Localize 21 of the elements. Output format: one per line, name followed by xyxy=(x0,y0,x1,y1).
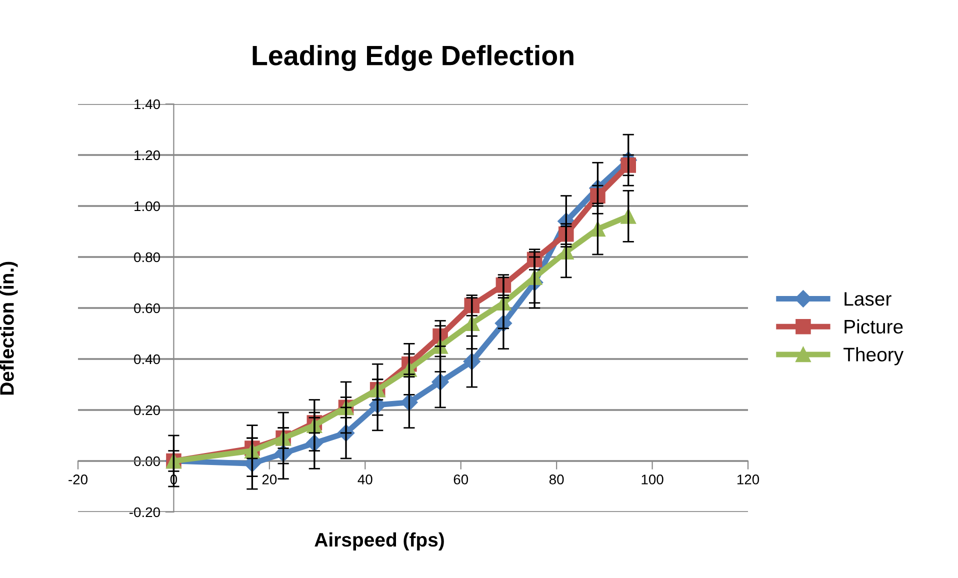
x-tick-label: 40 xyxy=(358,474,372,484)
y-tick-label: 0.20 xyxy=(134,405,160,416)
x-axis-title: Airspeed (fps) xyxy=(314,532,444,551)
x-tick-label: 100 xyxy=(642,474,664,484)
x-tick-label: -20 xyxy=(68,474,88,484)
y-tick-label: 0.40 xyxy=(134,354,160,364)
x-tick-label: 80 xyxy=(549,474,564,484)
x-tick-label: 20 xyxy=(262,474,277,484)
x-tick-label: 120 xyxy=(737,474,760,484)
y-tick-label: -0.20 xyxy=(129,507,160,518)
legend-label: Picture xyxy=(844,319,903,334)
y-tick-label: 1.20 xyxy=(134,150,160,160)
legend-label: Laser xyxy=(844,292,892,306)
y-tick-label: 1.40 xyxy=(134,99,160,110)
y-tick-label: 1.00 xyxy=(134,201,160,212)
x-tick-label: 60 xyxy=(454,474,468,484)
y-tick-label: 0.80 xyxy=(134,252,160,262)
legend-label: Theory xyxy=(844,347,904,366)
y-tick-label: 0.60 xyxy=(134,303,160,314)
y-axis-title: Deflection (in.) xyxy=(0,262,18,395)
chart-title: Leading Edge Deflection xyxy=(252,44,574,71)
